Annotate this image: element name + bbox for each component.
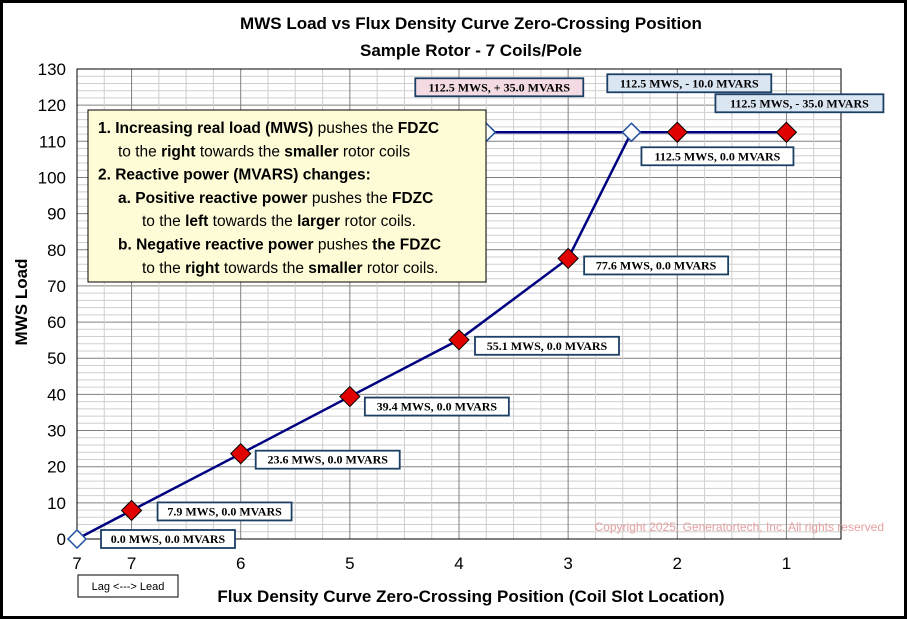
note-segment: b. Negative reactive power	[118, 237, 314, 254]
note-segment: towards the	[208, 213, 297, 230]
lag-lead-box-background	[77, 574, 179, 598]
x-tick-label: 6	[236, 554, 245, 573]
y-tick-label: 10	[47, 494, 66, 513]
data-label: 112.5 MWS, - 35.0 MVARS	[730, 96, 869, 110]
note-segment: left	[185, 213, 208, 230]
y-tick-label: 40	[47, 385, 66, 404]
note-line: to the right towards the smaller rotor c…	[118, 143, 410, 160]
x-tick-label: 4	[454, 554, 463, 573]
note-line: a. Positive reactive power pushes the FD…	[118, 190, 433, 207]
y-tick-label: 70	[47, 277, 66, 296]
data-point-marker	[557, 247, 579, 270]
note-line: to the right towards the smaller rotor c…	[142, 260, 438, 277]
y-axis-title: MWS Load	[12, 259, 31, 346]
data-label: 39.4 MWS, 0.0 MVARS	[377, 400, 498, 414]
note-segment: towards the	[220, 260, 309, 277]
note-segment: FDZC	[398, 120, 439, 137]
note-segment: a. Positive reactive power	[118, 190, 308, 207]
data-label-box	[583, 255, 730, 276]
data-label-box	[100, 529, 236, 549]
note-segment: rotor coils.	[363, 260, 439, 277]
data-point-marker	[339, 385, 361, 408]
notes-box-background	[87, 109, 487, 283]
data-point-marker	[448, 329, 470, 351]
note-segment: larger	[297, 213, 340, 230]
y-tick-label: 50	[47, 349, 66, 368]
data-label-box	[363, 396, 510, 417]
x-tick-label: 5	[345, 554, 354, 573]
chart-subtitle: Sample Rotor - 7 Coils/Pole	[360, 41, 582, 60]
note-segment: pushes the	[313, 120, 397, 137]
y-tick-label: 0	[57, 530, 66, 549]
y-tick-label: 90	[47, 205, 66, 224]
lag-lead-box: Lag <---> Lead	[77, 574, 179, 598]
note-segment: 1. Increasing real load (MWS)	[98, 120, 313, 137]
x-tick-label: 7	[127, 554, 136, 573]
data-label: 0.0 MWS, 0.0 MVARS	[111, 532, 226, 546]
x-tick-label: 7	[72, 554, 81, 573]
data-label-box	[156, 501, 293, 522]
y-tick-label: 100	[38, 168, 66, 187]
x-tick-label: 1	[782, 554, 791, 573]
data-label-box	[640, 146, 795, 167]
y-tick-label: 30	[47, 422, 66, 441]
y-tick-label: 60	[47, 313, 66, 332]
data-point-marker-hollow	[621, 122, 642, 143]
y-tick-label: 110	[39, 132, 66, 151]
data-label: 77.6 MWS, 0.0 MVARS	[596, 258, 717, 272]
data-label-box	[474, 335, 620, 356]
data-label-box	[714, 93, 885, 114]
data-label: 55.1 MWS, 0.0 MVARS	[487, 339, 608, 353]
note-segment: pushes	[314, 237, 373, 254]
notes-box: 1. Increasing real load (MWS) pushes the…	[87, 109, 487, 283]
data-label-box	[254, 449, 401, 470]
data-point-marker	[120, 499, 143, 522]
y-axis: 0 10 20 30 40 50 60 70 80 90 100 110 120 130	[38, 60, 66, 549]
data-label: 23.6 MWS, 0.0 MVARS	[267, 453, 388, 467]
note-segment: right	[185, 260, 219, 277]
x-tick-label: 3	[563, 554, 572, 573]
y-tick-label: 80	[47, 241, 66, 260]
data-point-marker	[230, 442, 252, 465]
note-segment: the FDZC	[372, 237, 441, 254]
note-line: 2. Reactive power (MVARS) changes:	[98, 167, 371, 184]
data-label: 112.5 MWS, - 10.0 MVARS	[620, 76, 759, 90]
notes-text: 1. Increasing real load (MWS) pushes the…	[98, 120, 441, 277]
x-axis: 7 7 6 5 4 3 2 1	[72, 554, 791, 573]
note-line: 1. Increasing real load (MWS) pushes the…	[98, 120, 439, 137]
note-segment: rotor coils.	[340, 213, 416, 230]
note-segment: rotor coils	[339, 143, 411, 160]
x-axis-title: Flux Density Curve Zero-Crossing Positio…	[217, 587, 724, 606]
data-label: 7.9 MWS, 0.0 MVARS	[167, 504, 282, 518]
y-tick-label: 20	[47, 458, 66, 477]
data-label-box	[414, 77, 585, 98]
data-point-marker	[666, 121, 688, 143]
y-tick-label: 130	[38, 60, 66, 79]
note-segment: to the	[118, 143, 161, 160]
note-segment: right	[161, 143, 195, 160]
note-segment: towards the	[196, 143, 285, 160]
note-segment: smaller	[308, 260, 362, 277]
data-label: 112.5 MWS, + 35.0 MVARS	[428, 80, 570, 94]
plot-area	[76, 68, 842, 540]
y-tick-label: 120	[38, 96, 66, 115]
note-segment: to the	[142, 213, 185, 230]
lag-lead-label: Lag <---> Lead	[92, 581, 165, 593]
note-segment: pushes the	[308, 190, 392, 207]
data-point-marker-hollow	[66, 528, 88, 550]
note-line: to the left towards the larger rotor coi…	[142, 213, 416, 230]
chart-title: MWS Load vs Flux Density Curve Zero-Cros…	[240, 14, 702, 33]
x-tick-label: 2	[673, 554, 682, 573]
copyright-text: Copyright 2025, Generatortech, Inc. All …	[595, 520, 884, 534]
note-segment: 2. Reactive power (MVARS) changes:	[98, 167, 371, 184]
data-labels: 0.0 MWS, 0.0 MVARS 7.9 MWS, 0.0 MVARS 23.6…	[100, 73, 885, 549]
data-label: 112.5 MWS, 0.0 MVARS	[655, 149, 781, 163]
data-label-box	[606, 73, 773, 94]
note-segment: to the	[142, 260, 185, 277]
data-point-marker	[775, 121, 798, 143]
note-line: b. Negative reactive power pushes the FD…	[118, 237, 441, 254]
note-segment: FDZC	[392, 190, 433, 207]
note-segment: smaller	[284, 143, 338, 160]
